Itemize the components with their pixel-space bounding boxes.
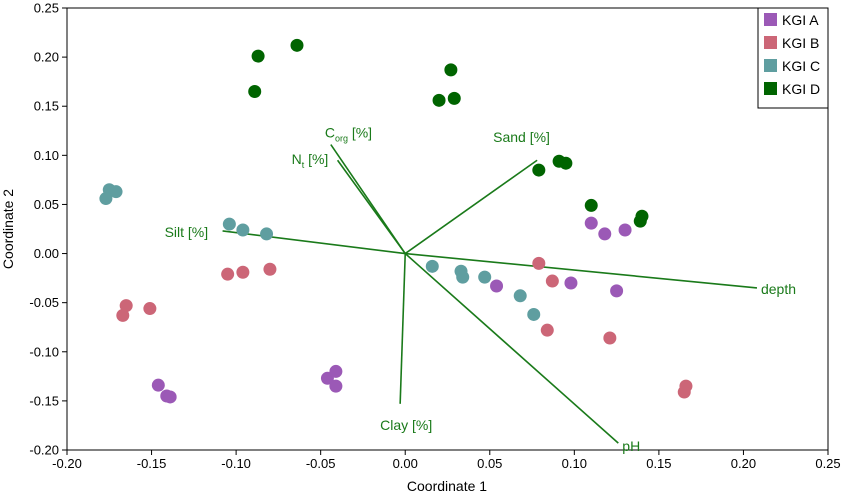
data-point-kgi-b xyxy=(263,262,277,276)
y-tick-label: -0.10 xyxy=(29,344,59,359)
data-point-kgi-b xyxy=(221,267,235,281)
vector-label: Corg [%] xyxy=(325,125,372,144)
data-point-kgi-d xyxy=(447,91,461,105)
data-point-kgi-c xyxy=(260,227,274,241)
data-point-kgi-c xyxy=(236,223,250,237)
x-tick-label: 0.05 xyxy=(477,456,502,471)
data-point-kgi-b xyxy=(677,385,691,399)
legend-label: KGI C xyxy=(782,58,820,74)
vector-label: Sand [%] xyxy=(493,129,550,145)
x-axis-title: Coordinate 1 xyxy=(407,478,487,494)
vector-line xyxy=(399,253,407,404)
vector-line xyxy=(404,252,619,444)
data-points xyxy=(99,38,693,404)
data-point-kgi-d xyxy=(584,198,598,212)
y-tick-label: 0.25 xyxy=(34,1,59,16)
axis-ticks: -0.20 -0.15 -0.10 -0.05 0.00 0.05 0.10 0.15 0.20… xyxy=(29,1,840,472)
data-point-kgi-b xyxy=(116,308,130,322)
biplot-vectors: depth pH Sand [%] Clay [%] Silt [%] Nt [%] Cor… xyxy=(165,125,796,455)
x-tick-label: -0.20 xyxy=(52,456,82,471)
data-point-kgi-a xyxy=(490,279,504,293)
data-point-kgi-d xyxy=(432,93,446,107)
plot-frame xyxy=(66,7,829,451)
data-point-kgi-d xyxy=(251,49,265,63)
data-point-kgi-d xyxy=(559,156,573,170)
vector-label: Nt [%] xyxy=(292,151,329,170)
data-point-kgi-b xyxy=(545,274,559,288)
y-tick-label: -0.20 xyxy=(29,443,59,458)
data-point-kgi-a xyxy=(584,216,598,230)
vector-line xyxy=(405,252,758,289)
legend-swatch xyxy=(764,82,777,95)
data-point-kgi-c xyxy=(222,217,236,231)
vector-label: Silt [%] xyxy=(165,224,209,240)
vector-label: Clay [%] xyxy=(380,417,432,433)
x-tick-label: 0.00 xyxy=(393,456,418,471)
data-point-kgi-a xyxy=(329,379,343,393)
data-point-kgi-a xyxy=(329,364,343,378)
data-point-kgi-d xyxy=(444,63,458,77)
vector-label: pH xyxy=(622,438,640,454)
legend-swatch xyxy=(764,36,777,49)
data-point-kgi-a xyxy=(618,223,632,237)
data-point-kgi-a xyxy=(564,276,578,290)
y-tick-label: 0.20 xyxy=(34,50,59,65)
data-point-kgi-d xyxy=(248,84,262,98)
legend-swatch xyxy=(764,13,777,26)
y-tick-label: -0.05 xyxy=(29,295,59,310)
data-point-kgi-d xyxy=(532,163,546,177)
x-tick-label: -0.15 xyxy=(137,456,167,471)
x-tick-label: 0.15 xyxy=(646,456,671,471)
data-point-kgi-d xyxy=(633,214,647,228)
x-tick-label: 0.25 xyxy=(815,456,840,471)
data-point-kgi-c xyxy=(99,192,113,206)
y-axis-title: Coordinate 2 xyxy=(0,189,16,269)
data-point-kgi-c xyxy=(513,289,527,303)
legend-label: KGI A xyxy=(782,12,819,28)
vector-label: depth xyxy=(761,281,796,297)
data-point-kgi-c xyxy=(425,259,439,273)
y-tick-label: 0.10 xyxy=(34,148,59,163)
data-point-kgi-a xyxy=(598,227,612,241)
x-tick-label: -0.05 xyxy=(306,456,336,471)
data-point-kgi-b xyxy=(143,302,157,316)
data-point-kgi-b xyxy=(603,331,617,345)
legend: KGI A KGI B KGI C KGI D xyxy=(757,7,829,109)
y-tick-label: -0.15 xyxy=(29,393,59,408)
legend-label: KGI D xyxy=(782,81,820,97)
x-tick-label: -0.10 xyxy=(221,456,251,471)
data-point-kgi-a xyxy=(163,390,177,404)
legend-label: KGI B xyxy=(782,35,819,51)
x-tick-label: 0.10 xyxy=(562,456,587,471)
data-point-kgi-a xyxy=(610,284,624,298)
y-tick-label: 0.05 xyxy=(34,197,59,212)
x-tick-label: 0.20 xyxy=(731,456,756,471)
vector-line xyxy=(404,159,538,255)
data-point-kgi-b xyxy=(119,299,133,313)
vector-line xyxy=(330,144,406,255)
y-tick-label: 0.15 xyxy=(34,99,59,114)
vector-line xyxy=(222,230,406,255)
data-point-kgi-c xyxy=(456,270,470,284)
data-point-kgi-c xyxy=(527,307,541,321)
data-point-kgi-b xyxy=(540,323,554,337)
data-point-kgi-c xyxy=(109,185,123,199)
data-point-kgi-a xyxy=(151,378,165,392)
data-point-kgi-b xyxy=(236,265,250,279)
y-tick-label: 0.00 xyxy=(34,246,59,261)
data-point-kgi-d xyxy=(290,38,304,52)
data-point-kgi-c xyxy=(478,270,492,284)
legend-swatch xyxy=(764,59,777,72)
data-point-kgi-b xyxy=(532,256,546,270)
